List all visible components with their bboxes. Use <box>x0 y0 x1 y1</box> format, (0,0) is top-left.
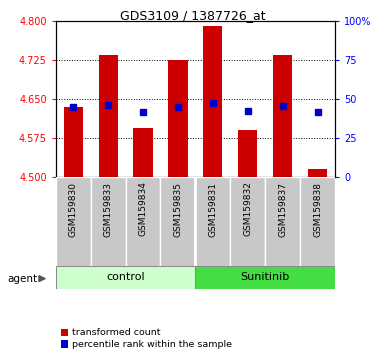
Bar <box>195 177 230 267</box>
Text: GDS3109 / 1387726_at: GDS3109 / 1387726_at <box>120 9 265 22</box>
Bar <box>300 177 335 267</box>
Text: agent: agent <box>8 274 38 284</box>
Text: GSM159837: GSM159837 <box>278 182 287 236</box>
Bar <box>195 266 335 289</box>
Bar <box>273 55 292 177</box>
Bar <box>168 60 187 177</box>
Text: GSM159835: GSM159835 <box>173 182 182 236</box>
Bar <box>134 128 152 177</box>
Bar <box>91 177 126 267</box>
Bar <box>161 177 195 267</box>
Bar <box>56 177 91 267</box>
Text: GSM159833: GSM159833 <box>104 182 113 236</box>
Text: GSM159834: GSM159834 <box>139 182 147 236</box>
Text: GSM159832: GSM159832 <box>243 182 252 236</box>
Text: Sunitinib: Sunitinib <box>241 272 290 282</box>
Text: GSM159830: GSM159830 <box>69 182 78 236</box>
Bar <box>265 177 300 267</box>
Bar <box>308 169 327 177</box>
Bar <box>126 177 161 267</box>
Text: control: control <box>106 272 145 282</box>
Bar <box>203 27 223 177</box>
Bar <box>99 55 118 177</box>
Bar <box>238 130 257 177</box>
Text: GSM159831: GSM159831 <box>208 182 218 236</box>
Bar <box>64 107 83 177</box>
Bar <box>56 266 195 289</box>
Bar <box>230 177 265 267</box>
Legend: transformed count, percentile rank within the sample: transformed count, percentile rank withi… <box>60 329 232 349</box>
Text: GSM159838: GSM159838 <box>313 182 322 236</box>
